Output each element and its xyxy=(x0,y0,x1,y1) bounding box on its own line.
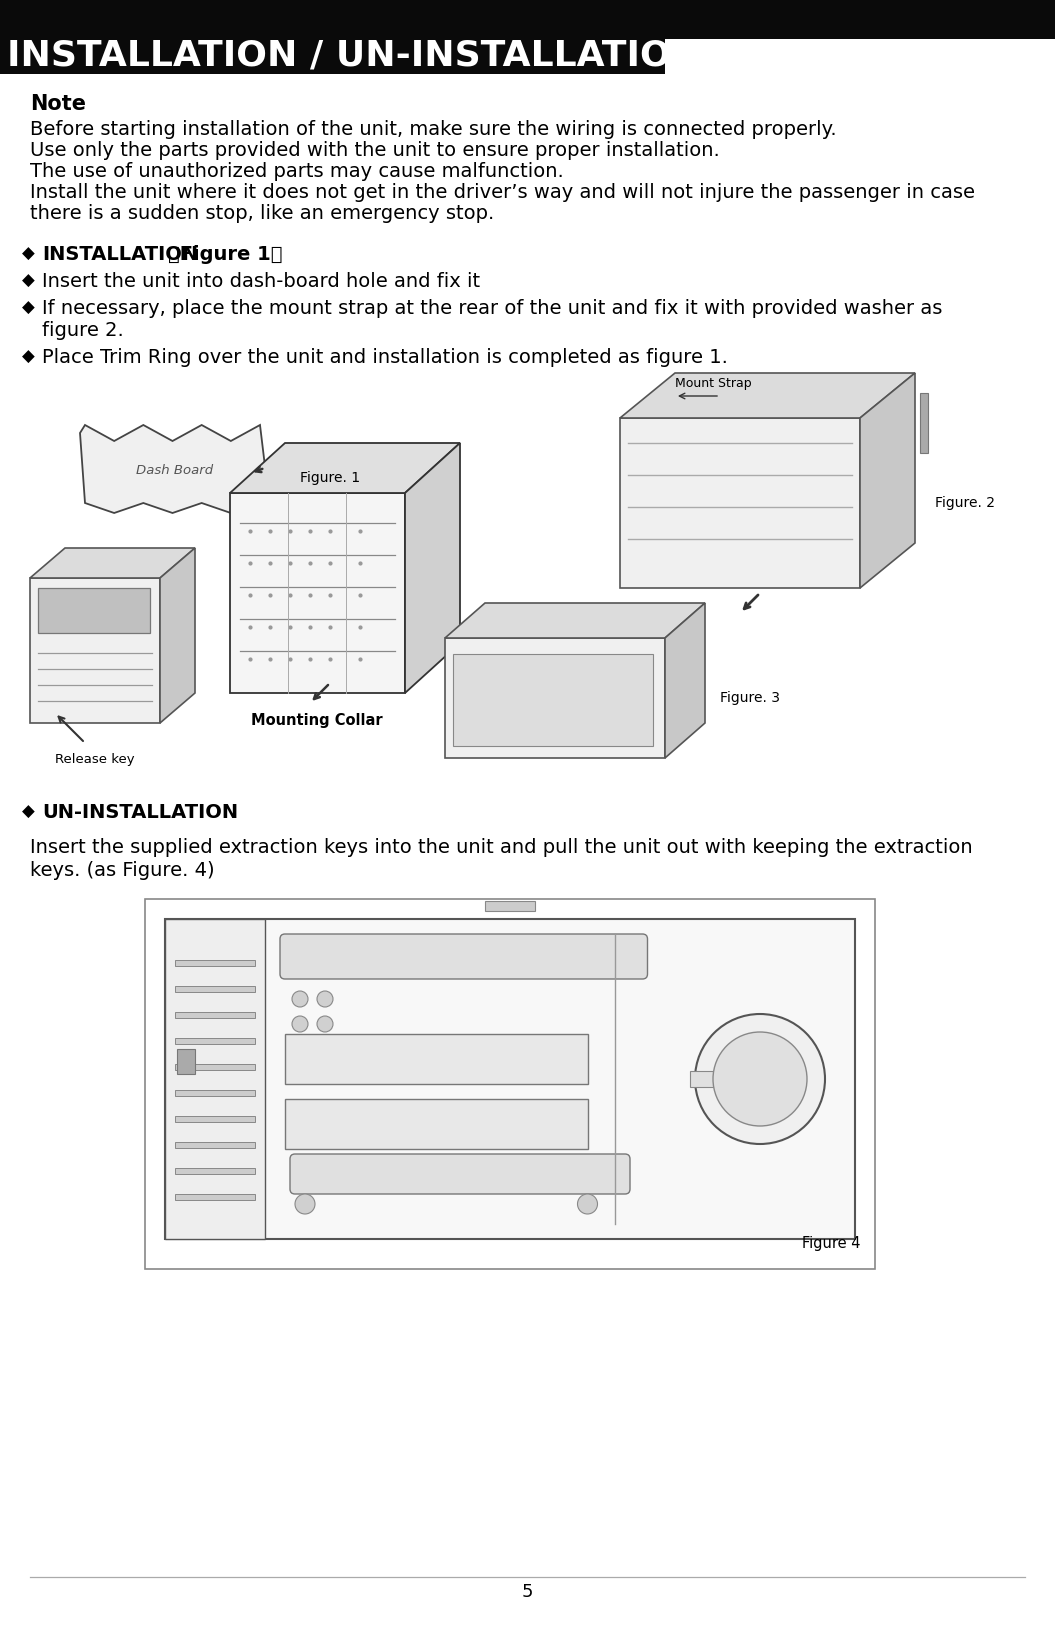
Bar xyxy=(175,1038,255,1044)
Bar xyxy=(230,494,405,692)
Polygon shape xyxy=(625,0,1055,39)
Text: Place Trim Ring over the unit and installation is completed as figure 1.: Place Trim Ring over the unit and instal… xyxy=(42,349,728,367)
Bar xyxy=(285,1034,588,1083)
Text: ◆: ◆ xyxy=(22,300,35,318)
Bar xyxy=(620,419,860,588)
Circle shape xyxy=(295,1194,315,1214)
Bar xyxy=(175,1116,255,1122)
Bar xyxy=(485,901,535,911)
Polygon shape xyxy=(620,373,915,419)
Polygon shape xyxy=(895,0,1055,39)
Circle shape xyxy=(316,1016,333,1033)
Bar xyxy=(175,959,255,966)
Bar xyxy=(453,653,653,746)
Text: ◆: ◆ xyxy=(22,244,35,262)
Text: ◆: ◆ xyxy=(22,272,35,290)
Text: The use of unauthorized parts may cause malfunction.: The use of unauthorized parts may cause … xyxy=(30,161,563,181)
Bar xyxy=(30,578,160,723)
Text: Use only the parts provided with the unit to ensure proper installation.: Use only the parts provided with the uni… xyxy=(30,142,720,160)
Bar xyxy=(175,1012,255,1018)
Bar xyxy=(0,37,665,73)
Bar xyxy=(38,588,150,634)
Polygon shape xyxy=(715,0,1055,39)
Text: If necessary, place the mount strap at the rear of the unit and fix it with prov: If necessary, place the mount strap at t… xyxy=(42,300,942,318)
Circle shape xyxy=(577,1194,597,1214)
Polygon shape xyxy=(445,603,705,639)
Polygon shape xyxy=(790,0,1055,39)
Text: there is a sudden stop, like an emergency stop.: there is a sudden stop, like an emergenc… xyxy=(30,204,494,223)
Text: Dash Board: Dash Board xyxy=(136,464,213,477)
Polygon shape xyxy=(160,547,195,723)
FancyBboxPatch shape xyxy=(290,1153,630,1194)
Polygon shape xyxy=(665,603,705,757)
Bar xyxy=(0,383,1055,774)
Bar xyxy=(165,919,855,1240)
Bar xyxy=(690,1070,745,1087)
FancyBboxPatch shape xyxy=(280,933,648,979)
Polygon shape xyxy=(685,0,1055,39)
Text: UN-INSTALLATION: UN-INSTALLATION xyxy=(42,803,238,823)
Polygon shape xyxy=(80,425,270,513)
Bar xyxy=(920,393,928,453)
Circle shape xyxy=(292,1016,308,1033)
Text: 5: 5 xyxy=(521,1583,533,1601)
Polygon shape xyxy=(230,443,460,494)
Bar xyxy=(175,1142,255,1148)
Text: Install the unit where it does not get in the driver’s way and will not injure t: Install the unit where it does not get i… xyxy=(30,182,975,202)
Circle shape xyxy=(713,1033,807,1126)
Text: （Figure 1）: （Figure 1） xyxy=(168,244,283,264)
Bar xyxy=(175,986,255,992)
Text: Mount Strap: Mount Strap xyxy=(675,376,751,389)
Bar xyxy=(175,1090,255,1096)
Text: ◆: ◆ xyxy=(22,803,35,821)
Polygon shape xyxy=(840,0,1055,39)
Polygon shape xyxy=(655,0,1055,39)
Text: Figure. 3: Figure. 3 xyxy=(720,691,780,705)
Text: INSTALLATION: INSTALLATION xyxy=(42,244,198,264)
Bar xyxy=(285,1100,588,1148)
Text: keys. (as Figure. 4): keys. (as Figure. 4) xyxy=(30,862,214,880)
Text: Figure. 2: Figure. 2 xyxy=(935,495,995,510)
Text: Note: Note xyxy=(30,94,87,114)
Bar xyxy=(177,1049,195,1074)
Polygon shape xyxy=(405,443,460,692)
Circle shape xyxy=(316,990,333,1007)
Bar xyxy=(0,0,1055,39)
Text: Mounting Collar: Mounting Collar xyxy=(251,714,383,728)
Polygon shape xyxy=(30,547,195,578)
Bar xyxy=(0,0,660,39)
Text: ◆: ◆ xyxy=(22,349,35,367)
Text: Figure. 1: Figure. 1 xyxy=(300,471,360,485)
Text: figure 2.: figure 2. xyxy=(42,321,123,340)
Bar xyxy=(175,1194,255,1201)
Polygon shape xyxy=(860,373,915,588)
Circle shape xyxy=(695,1013,825,1144)
Text: INSTALLATION / UN-INSTALLATION: INSTALLATION / UN-INSTALLATION xyxy=(7,39,702,73)
Text: Insert the unit into dash-board hole and fix it: Insert the unit into dash-board hole and… xyxy=(42,272,480,292)
Text: Figure 4: Figure 4 xyxy=(802,1236,860,1251)
Bar xyxy=(175,1168,255,1175)
Text: Before starting installation of the unit, make sure the wiring is connected prop: Before starting installation of the unit… xyxy=(30,121,837,138)
Text: Release key: Release key xyxy=(55,753,135,766)
Bar xyxy=(145,899,875,1269)
Bar xyxy=(445,639,665,757)
Text: Insert the supplied extraction keys into the unit and pull the unit out with kee: Insert the supplied extraction keys into… xyxy=(30,837,973,857)
Bar xyxy=(175,1064,255,1070)
Circle shape xyxy=(292,990,308,1007)
Polygon shape xyxy=(750,0,1055,39)
Bar xyxy=(165,919,265,1240)
